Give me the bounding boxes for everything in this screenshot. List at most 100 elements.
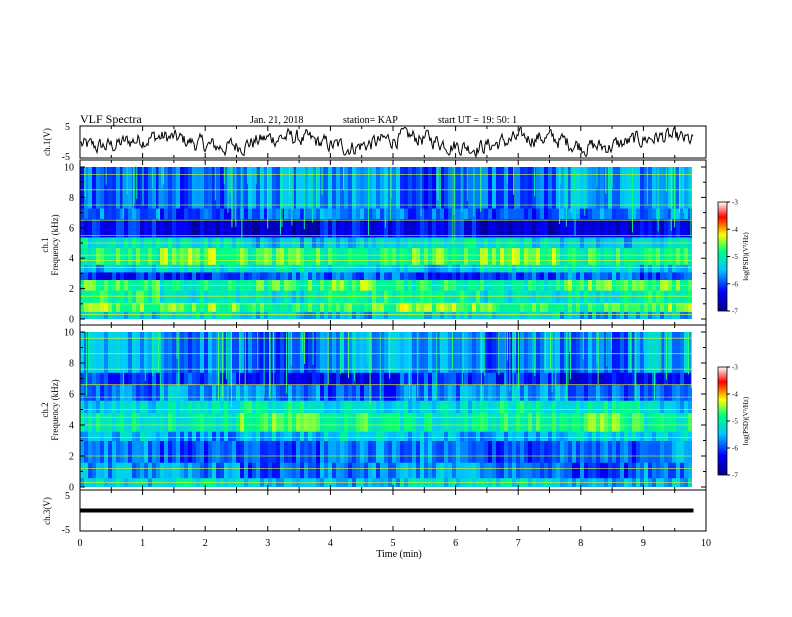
spectrogram-cell [284,311,289,319]
spectrogram-cell [116,264,121,273]
spectrogram-cell [668,400,673,414]
spectrogram-cell [392,431,397,441]
spectrogram-cell [552,208,557,220]
x-tick-label: 8 [578,538,583,549]
spectrogram-cell [332,384,337,401]
spectrogram-cell [264,431,269,441]
spectrogram-cell [272,247,277,265]
spectrogram-cell [460,384,465,401]
spectrogram-cell [228,431,233,441]
spectrogram-cell [616,431,621,441]
spectrogram-cell [284,400,289,414]
spectrogram-cell [668,271,673,280]
spectrogram-cell [556,412,561,432]
spectrogram-cell [220,208,225,220]
spectrogram-cell [284,440,289,463]
spectrogram-cell [132,247,137,265]
spectrogram-cell [240,462,245,479]
spectrogram-cell [508,462,513,479]
spectrogram-cell [424,236,429,249]
spectrogram-cell [604,400,609,414]
spectrogram-cell [300,302,305,312]
spectrogram-cell [660,400,665,414]
spectrogram-cell [644,400,649,414]
spectrogram-cell [144,400,149,414]
spectrogram-cell [316,218,321,238]
spectrogram-cell [472,218,477,238]
spectrogram-cell [620,372,625,386]
spectrogram-cell [596,302,601,312]
spectrogram-cell [228,236,233,249]
spectrogram-cell [544,431,549,441]
spectrogram-cell [136,440,141,463]
spectrogram-cell [100,332,105,373]
spectrogram-cell [412,440,417,463]
spectrogram-cell [84,247,89,265]
spectrogram-cell [116,332,121,373]
spectrogram-cell [156,236,161,249]
spectrogram-cell [336,431,341,441]
spectrogram-cell [368,431,373,441]
spectrogram-cell [668,167,673,209]
spectrogram-cell [624,400,629,414]
spectrogram-cell [172,311,177,319]
spectrogram-cell [112,311,117,319]
spectrogram-cell [316,302,321,312]
spectrogram-cell [292,208,297,220]
spectrogram-cell [140,264,145,273]
spectrogram-cell [616,167,621,209]
spectrogram-cell [248,247,253,265]
spectrogram-cell [456,218,461,238]
spectrogram-cell [428,279,433,291]
spectrogram-cell [212,462,217,479]
spectrogram-cell [660,372,665,386]
spectrogram-cell [208,372,213,386]
spectrogram-cell [476,311,481,319]
spectrogram-cell [132,271,137,280]
spectrogram-cell [468,302,473,312]
spectrogram-cell [540,332,545,373]
spectrogram-cell [316,311,321,319]
spectrogram-cell [268,462,273,479]
spectrogram-cell [332,208,337,220]
spectrogram-cell [372,412,377,432]
spectrogram-cell [536,332,541,373]
spectrogram-cell [572,264,577,273]
spectrogram-cell [288,279,293,291]
spectrogram-cell [552,372,557,386]
spectrogram-cell [140,167,145,209]
spectrogram-cell [228,372,233,386]
spectrogram-cell [348,372,353,386]
spectrogram-cell [196,431,201,441]
spectrogram-cell [132,462,137,479]
spectrogram-cell [484,431,489,441]
spectrogram-cell [492,218,497,238]
spectrogram-cell [336,440,341,463]
spectrogram-cell [652,431,657,441]
spectrogram-cell [116,218,121,238]
spectrogram-cell [184,167,189,209]
spectrogram-cell [100,271,105,280]
spectrogram-cell [232,462,237,479]
spectrogram-cell [464,311,469,319]
spectrogram-cell [640,311,645,319]
spectrogram-cell [320,431,325,441]
spec-ytick-label: 4 [69,421,74,432]
spectrogram-cell [676,167,681,209]
spectrogram-cell [432,384,437,401]
spectrogram-cell [240,279,245,291]
spectrogram-cell [560,264,565,273]
spectrogram-cell [432,431,437,441]
spectrogram-cell [556,462,561,479]
spectrogram-cell [316,462,321,479]
spectrogram-cell [348,384,353,401]
spectrogram-cell [564,236,569,249]
spectrogram-cell [340,462,345,479]
spectrogram-cell [80,311,85,319]
spectrogram-cell [688,332,692,373]
spectrogram-cell [244,279,249,291]
spectrogram-cell [140,431,145,441]
ch1-ytick-top: 5 [65,122,70,133]
colorbar-tick-label: -5 [732,418,738,426]
spectrogram-cell [600,311,605,319]
